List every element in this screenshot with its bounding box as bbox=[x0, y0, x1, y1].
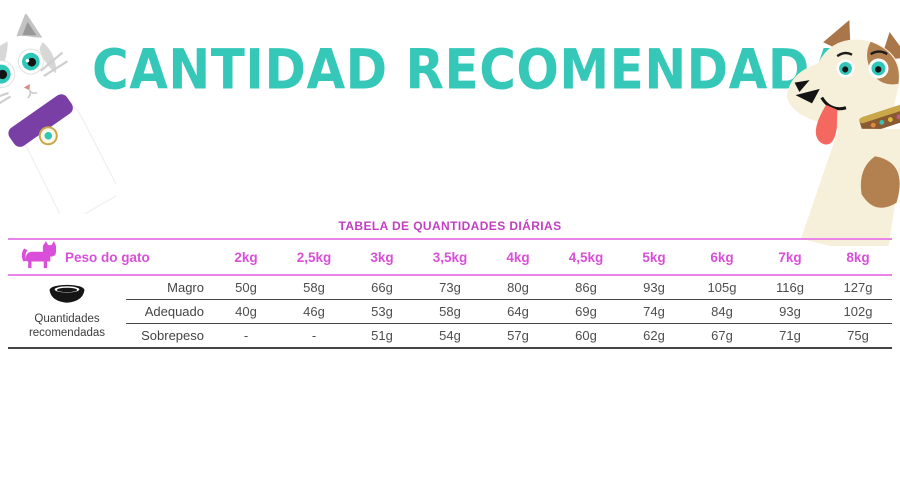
cell-sobrepeso-6kg: 67g bbox=[711, 328, 733, 343]
row-label: Adequado bbox=[144, 304, 204, 319]
weight-header-label: Peso do gato bbox=[65, 249, 150, 265]
cell-magro-6kg: 105g bbox=[707, 280, 737, 295]
cell-magro-4kg: 80g bbox=[507, 280, 529, 295]
daily-quantities-table: TABELA DE QUANTIDADES DIÁRIAS Peso do ga… bbox=[8, 219, 892, 349]
cell-adequado-4kg: 64g bbox=[507, 304, 529, 319]
cell-adequado-7kg: 93g bbox=[779, 304, 801, 319]
table-row-magro: Magro 50g 58g 66g 73g 80g 86g 93g 105g 1… bbox=[126, 276, 892, 300]
table-title: TABELA DE QUANTIDADES DIÁRIAS bbox=[338, 219, 562, 233]
cell-adequado-2kg: 40g bbox=[235, 304, 257, 319]
cell-sobrepeso-3kg: 51g bbox=[371, 328, 393, 343]
cell-sobrepeso-4kg: 57g bbox=[507, 328, 529, 343]
cat-icon bbox=[20, 240, 56, 274]
cell-sobrepeso-3-5kg: 54g bbox=[439, 328, 461, 343]
col-header-6kg: 6kg bbox=[710, 249, 734, 265]
cell-adequado-8kg: 102g bbox=[843, 304, 873, 319]
food-bowl-icon bbox=[44, 283, 90, 310]
page-title: CANTIDAD RECOMENDADA bbox=[92, 38, 850, 102]
cell-sobrepeso-2kg: - bbox=[243, 328, 249, 343]
cell-magro-3-5kg: 73g bbox=[439, 280, 461, 295]
col-header-3kg: 3kg bbox=[370, 249, 394, 265]
col-header-3-5kg: 3,5kg bbox=[432, 249, 468, 265]
row-label: Sobrepeso bbox=[141, 328, 204, 343]
cat-mascot-illustration bbox=[0, 12, 122, 226]
cell-sobrepeso-8kg: 75g bbox=[847, 328, 869, 343]
cell-magro-5kg: 93g bbox=[643, 280, 665, 295]
col-header-5kg: 5kg bbox=[642, 249, 666, 265]
cell-sobrepeso-5kg: 62g bbox=[643, 328, 665, 343]
row-label: Magro bbox=[167, 280, 204, 295]
cell-adequado-3kg: 53g bbox=[371, 304, 393, 319]
table-body: Quantidades recomendadas Magro 50g 58g 6… bbox=[8, 276, 892, 349]
table-header-row: Peso do gato 2kg 2,5kg 3kg 3,5kg 4kg 4,5… bbox=[8, 238, 892, 276]
col-header-2-5kg: 2,5kg bbox=[296, 249, 332, 265]
table-rows: Magro 50g 58g 66g 73g 80g 86g 93g 105g 1… bbox=[126, 276, 892, 347]
cell-sobrepeso-2-5kg: - bbox=[311, 328, 317, 343]
cell-adequado-2-5kg: 46g bbox=[303, 304, 325, 319]
col-header-4kg: 4kg bbox=[506, 249, 530, 265]
cell-magro-7kg: 116g bbox=[776, 280, 804, 295]
row-group-label: Quantidades recomendadas bbox=[8, 276, 126, 347]
table-row-adequado: Adequado 40g 46g 53g 58g 64g 69g 74g 84g… bbox=[126, 300, 892, 324]
col-header-2kg: 2kg bbox=[234, 249, 258, 265]
cell-magro-3kg: 66g bbox=[371, 280, 393, 295]
weight-header-cell: Peso do gato bbox=[8, 240, 212, 274]
dog-mascot-illustration bbox=[776, 16, 900, 261]
cell-magro-4-5kg: 86g bbox=[575, 280, 597, 295]
cell-sobrepeso-4-5kg: 60g bbox=[575, 328, 597, 343]
cell-magro-8kg: 127g bbox=[843, 280, 873, 295]
cell-sobrepeso-7kg: 71g bbox=[779, 328, 801, 343]
col-header-4-5kg: 4,5kg bbox=[568, 249, 604, 265]
col-header-7kg: 7kg bbox=[778, 249, 802, 265]
cell-adequado-3-5kg: 58g bbox=[439, 304, 461, 319]
cell-adequado-5kg: 74g bbox=[643, 304, 665, 319]
group-label-text: Quantidades recomendadas bbox=[28, 312, 106, 339]
cell-magro-2-5kg: 58g bbox=[303, 280, 325, 295]
cell-adequado-6kg: 84g bbox=[711, 304, 733, 319]
cell-magro-2kg: 50g bbox=[235, 280, 257, 295]
col-header-8kg: 8kg bbox=[846, 249, 870, 265]
cell-adequado-4-5kg: 69g bbox=[575, 304, 597, 319]
table-row-sobrepeso: Sobrepeso - - 51g 54g 57g 60g 62g 67g 71… bbox=[126, 324, 892, 347]
